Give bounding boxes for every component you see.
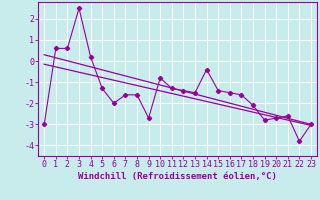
X-axis label: Windchill (Refroidissement éolien,°C): Windchill (Refroidissement éolien,°C) <box>78 172 277 181</box>
